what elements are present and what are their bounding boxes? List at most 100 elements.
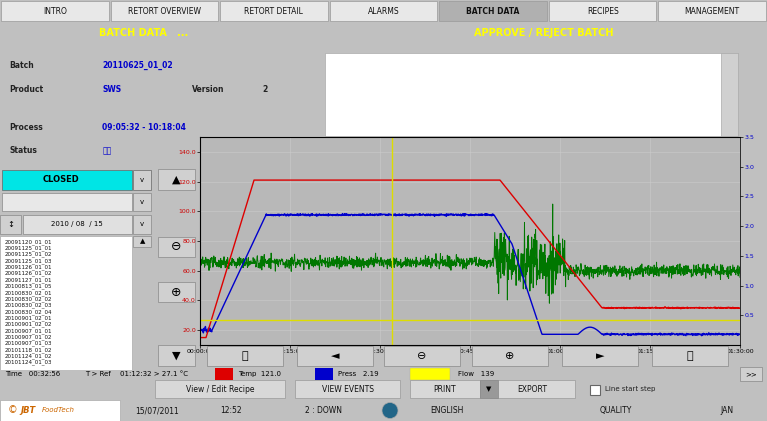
Text: v: v — [140, 199, 144, 205]
Bar — [562, 346, 638, 366]
Bar — [464, 139, 594, 163]
Text: 20100901_02_02: 20100901_02_02 — [5, 322, 52, 328]
Text: ALARMS: ALARMS — [367, 6, 400, 16]
Text: 20091126_01_01: 20091126_01_01 — [5, 264, 52, 270]
Text: 20091125_01_01: 20091125_01_01 — [5, 245, 52, 251]
Bar — [110, 1, 218, 21]
Text: APPROVE / REJECT BATCH: APPROVE / REJECT BATCH — [474, 28, 614, 38]
Text: RETORT DETAIL: RETORT DETAIL — [245, 6, 304, 16]
Bar — [549, 1, 657, 21]
Text: 2010 / 08  / 15: 2010 / 08 / 15 — [51, 221, 102, 227]
Bar — [23, 215, 132, 234]
Bar — [325, 139, 456, 163]
Bar — [207, 346, 283, 366]
Text: ⊖: ⊖ — [171, 240, 182, 253]
Text: Version: Version — [192, 85, 225, 94]
Text: Status: Status — [10, 146, 38, 155]
Text: 20091125_01_03: 20091125_01_03 — [5, 258, 52, 264]
Text: BATCH DATA: BATCH DATA — [466, 6, 520, 16]
Text: QUALITY: QUALITY — [600, 406, 632, 415]
Bar — [2, 170, 132, 189]
Text: 20091127_01_01: 20091127_01_01 — [5, 277, 52, 283]
Text: T > Ref: T > Ref — [85, 371, 110, 377]
Text: 住居: 住居 — [103, 146, 112, 155]
Bar — [439, 1, 547, 21]
Bar — [325, 53, 738, 136]
Bar — [384, 346, 460, 366]
Bar — [158, 169, 196, 189]
Text: Reject: Reject — [657, 148, 679, 154]
Text: ▼: ▼ — [173, 351, 181, 361]
Text: 01:12:32 > 27.1 °C: 01:12:32 > 27.1 °C — [120, 371, 188, 377]
Text: ⊕: ⊕ — [171, 285, 182, 298]
Bar — [652, 346, 728, 366]
Bar — [740, 367, 762, 381]
Bar — [480, 380, 498, 398]
Text: 20100907_01_03: 20100907_01_03 — [5, 341, 52, 346]
Text: Temp  121.0: Temp 121.0 — [238, 371, 281, 377]
Text: >>: >> — [745, 371, 757, 377]
Bar — [295, 380, 400, 398]
Text: Time   00:32:56: Time 00:32:56 — [5, 371, 61, 377]
Text: 20100901_02_01: 20100901_02_01 — [5, 315, 52, 321]
Bar — [215, 368, 233, 380]
Circle shape — [382, 402, 398, 418]
Bar — [603, 139, 733, 163]
Text: EXPORT: EXPORT — [518, 384, 548, 394]
Text: INTRO: INTRO — [43, 6, 67, 16]
Text: ⊖: ⊖ — [417, 351, 426, 361]
Text: 20100907_01_02: 20100907_01_02 — [5, 334, 52, 340]
Text: Press   2.19: Press 2.19 — [338, 371, 379, 377]
Text: View / Edit Recipe: View / Edit Recipe — [186, 384, 254, 394]
Bar — [155, 380, 285, 398]
Text: 20100830_02_03: 20100830_02_03 — [5, 303, 52, 308]
Text: RETORT OVERVIEW: RETORT OVERVIEW — [128, 6, 201, 16]
Text: ⏮: ⏮ — [242, 351, 249, 361]
Text: v: v — [140, 221, 144, 227]
Text: 20100907_01_01: 20100907_01_01 — [5, 328, 52, 334]
Text: 15/07/2011: 15/07/2011 — [135, 406, 179, 415]
Text: FoodTech: FoodTech — [42, 408, 75, 413]
Text: Line start step: Line start step — [605, 386, 655, 392]
Bar — [133, 215, 151, 234]
Bar — [330, 1, 437, 21]
Text: JAN: JAN — [720, 406, 733, 415]
Bar — [472, 346, 548, 366]
Text: Process: Process — [10, 123, 44, 131]
Bar — [158, 345, 196, 366]
Text: ENGLISH: ENGLISH — [430, 406, 463, 415]
Bar — [0, 400, 120, 421]
Bar — [590, 385, 600, 395]
Text: 20100830_02_04: 20100830_02_04 — [5, 309, 52, 314]
Bar — [721, 53, 738, 136]
Bar — [158, 282, 196, 302]
Text: 2: 2 — [262, 85, 268, 94]
Text: 20091120_01_01: 20091120_01_01 — [5, 239, 52, 245]
Text: 2 : DOWN: 2 : DOWN — [305, 406, 342, 415]
Text: 20100830_02_01: 20100830_02_01 — [5, 290, 52, 296]
Bar — [220, 1, 328, 21]
Text: 20101124_01_03: 20101124_01_03 — [5, 360, 52, 365]
Text: ⊕: ⊕ — [505, 351, 515, 361]
Text: 09:05:32 - 10:18:04: 09:05:32 - 10:18:04 — [103, 123, 186, 131]
Text: ▼: ▼ — [486, 386, 492, 392]
Text: ◄: ◄ — [331, 351, 339, 361]
Text: 20101118_01_02: 20101118_01_02 — [5, 347, 52, 353]
Text: JBT: JBT — [20, 406, 35, 415]
Text: 20100830_02_02: 20100830_02_02 — [5, 296, 52, 302]
Text: Flow   139: Flow 139 — [458, 371, 494, 377]
Text: 20110625_01_02: 20110625_01_02 — [103, 61, 173, 70]
Bar — [2, 193, 132, 211]
Text: ►: ► — [596, 351, 604, 361]
Text: Product: Product — [10, 85, 44, 94]
Text: SWS: SWS — [103, 85, 121, 94]
Bar — [410, 380, 480, 398]
Bar — [658, 1, 766, 21]
Text: 20091126_01_02: 20091126_01_02 — [5, 271, 52, 277]
Bar — [297, 346, 373, 366]
Bar — [315, 368, 333, 380]
Bar — [1, 1, 109, 21]
Bar — [410, 368, 450, 380]
Text: BATCH DATA   ...: BATCH DATA ... — [100, 28, 189, 38]
Text: v: v — [140, 177, 144, 183]
